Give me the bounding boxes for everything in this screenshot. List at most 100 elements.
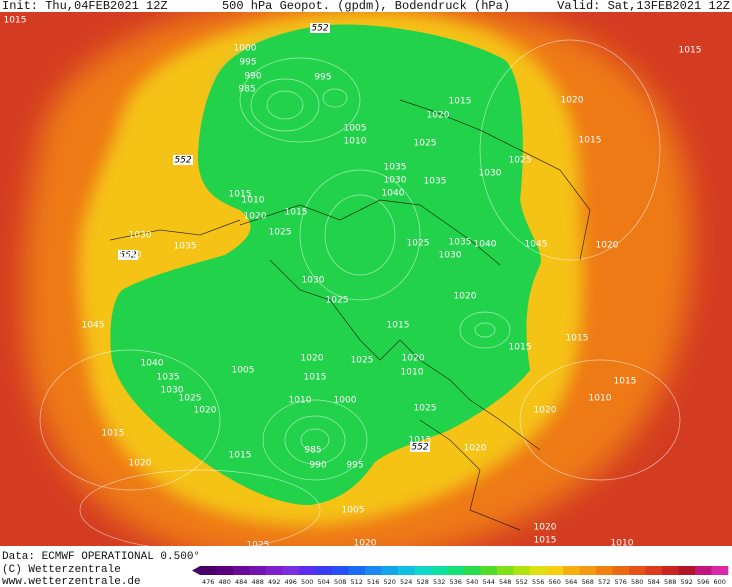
colorbar-swatch: [579, 566, 597, 575]
contour-label-box: [118, 250, 138, 260]
isobar-label: 995: [346, 461, 363, 471]
isobar-label: 1025: [179, 394, 202, 404]
colorbar-swatch: [200, 566, 217, 575]
colorbar-arrow-left: [192, 566, 200, 575]
colorbar-tick-label: 572: [598, 578, 610, 586]
isobar-label: 1015: [102, 429, 125, 439]
isobar-label: 1020: [561, 96, 584, 106]
contour-label: 552: [174, 156, 191, 166]
isobar-label: 1000: [334, 396, 357, 406]
colorbar-swatch: [447, 566, 465, 575]
isobar-label: 1015: [449, 97, 472, 107]
colorbar-tick-label: 576: [615, 578, 627, 586]
coastlines: [109, 99, 591, 531]
colorbar-tick-label: 536: [450, 578, 462, 586]
colorbar-swatch: [662, 566, 679, 575]
isobar-label: 985: [304, 446, 321, 456]
isobar-label: 1025: [407, 239, 430, 249]
colorbar-tick-label: 496: [285, 578, 297, 586]
isobar-label: 1020: [194, 406, 217, 416]
colorbar-swatch: [596, 566, 613, 575]
isobar-label: 1020: [354, 539, 377, 549]
isobar-label: 1025: [509, 156, 532, 166]
isobar-label: 1020: [454, 292, 477, 302]
colorbar-swatch: [365, 566, 382, 575]
isobar-label: 1015: [387, 321, 410, 331]
contour-label: 552: [411, 443, 428, 453]
isobar-label: 1025: [351, 356, 374, 366]
colorbar-swatch: [348, 566, 366, 575]
isobar-label: 1035: [384, 163, 407, 173]
isobar-label: 1030: [302, 276, 325, 286]
isobar-label: 1015: [509, 343, 532, 353]
isobar-label: 1040: [119, 251, 142, 261]
isobar-label: 1030: [384, 176, 407, 186]
colorbar-tick-label: 476: [202, 578, 214, 586]
isobar-label: 1015: [229, 190, 252, 200]
isobar-label: 990: [244, 72, 261, 82]
isobar-label: 1045: [525, 240, 548, 250]
colorbar-swatch: [678, 566, 696, 575]
colorbar-swatch: [530, 566, 547, 575]
isobar-label: 1015: [304, 373, 327, 383]
map-title: 500 hPa Geopot. (gpdm), Bodendruck (hPa): [222, 0, 510, 13]
colorbar-tick-label: 492: [268, 578, 280, 586]
header-bar: [0, 0, 732, 12]
colorbar-tick-label: 556: [532, 578, 544, 586]
isobar-label: 1020: [534, 406, 557, 416]
isobar-label: 1015: [534, 536, 557, 546]
isobar-label: 985: [238, 85, 255, 95]
isobar-label: 1035: [157, 373, 180, 383]
colorbar-swatch: [497, 566, 514, 575]
colorbar-swatch: [711, 566, 729, 575]
colorbar-swatch: [266, 566, 283, 575]
colorbar-tick-label: 592: [681, 578, 693, 586]
isobar-label: 1035: [174, 242, 197, 252]
colorbar-swatch: [249, 566, 267, 575]
isobar-label: 1000: [234, 44, 257, 54]
contour-label-box: [310, 23, 330, 33]
isobar-label: 1020: [301, 354, 324, 364]
colorbar-swatch: [612, 566, 630, 575]
contour-label: 552: [119, 251, 136, 261]
colorbar: 476 480 484 488 492 496 500 504 508 512 516 520 524 5…: [192, 566, 729, 586]
colorbar-swatch: [645, 566, 663, 575]
isobar-label: 1025: [247, 541, 270, 551]
isobar-label: 1010: [589, 394, 612, 404]
colorbar-tick-label: 512: [351, 578, 363, 586]
isobar-label: 1010: [401, 368, 424, 378]
colorbar-swatch: [464, 566, 481, 575]
colorbar-swatch: [513, 566, 531, 575]
colorbar-swatch: [546, 566, 564, 575]
website: www.wetterzentrale.de: [2, 576, 141, 587]
isobar-label: 1030: [439, 251, 462, 261]
isobar-label: 1025: [414, 404, 437, 414]
colorbar-swatch: [381, 566, 399, 575]
contour-label: 552: [311, 24, 328, 34]
isobar-label: 1025: [326, 296, 349, 306]
colorbar-tick-label: 504: [318, 578, 330, 586]
isobar-label: 1015: [285, 208, 308, 218]
isobar-label: 995: [314, 73, 331, 83]
isobar-label: 1015: [229, 451, 252, 461]
isobar-label: 1020: [596, 241, 619, 251]
colorbar-swatch: [398, 566, 415, 575]
isobar-label: 1025: [269, 228, 292, 238]
isobar-label: 1020: [402, 354, 425, 364]
colorbar-tick-label: 480: [219, 578, 231, 586]
contour-label-box: [410, 442, 430, 452]
colorbar-swatch: [299, 566, 316, 575]
isobar-label: 1010: [289, 396, 312, 406]
colorbar-tick-label: 516: [367, 578, 379, 586]
isobar-label: 1005: [344, 124, 367, 134]
colorbar-tick-label: 564: [565, 578, 577, 586]
colorbar-tick-label: 508: [334, 578, 346, 586]
colorbar-tick-label: 540: [466, 578, 478, 586]
isobar-label: 990: [309, 461, 326, 471]
data-source: Data: ECMWF OPERATIONAL 0.500°: [2, 551, 200, 563]
colorbar-swatch: [315, 566, 333, 575]
isobar-label: 1030: [161, 386, 184, 396]
colorbar-tick-label: 532: [433, 578, 445, 586]
isobar-label: 1020: [244, 212, 267, 222]
colorbar-swatch: [414, 566, 432, 575]
